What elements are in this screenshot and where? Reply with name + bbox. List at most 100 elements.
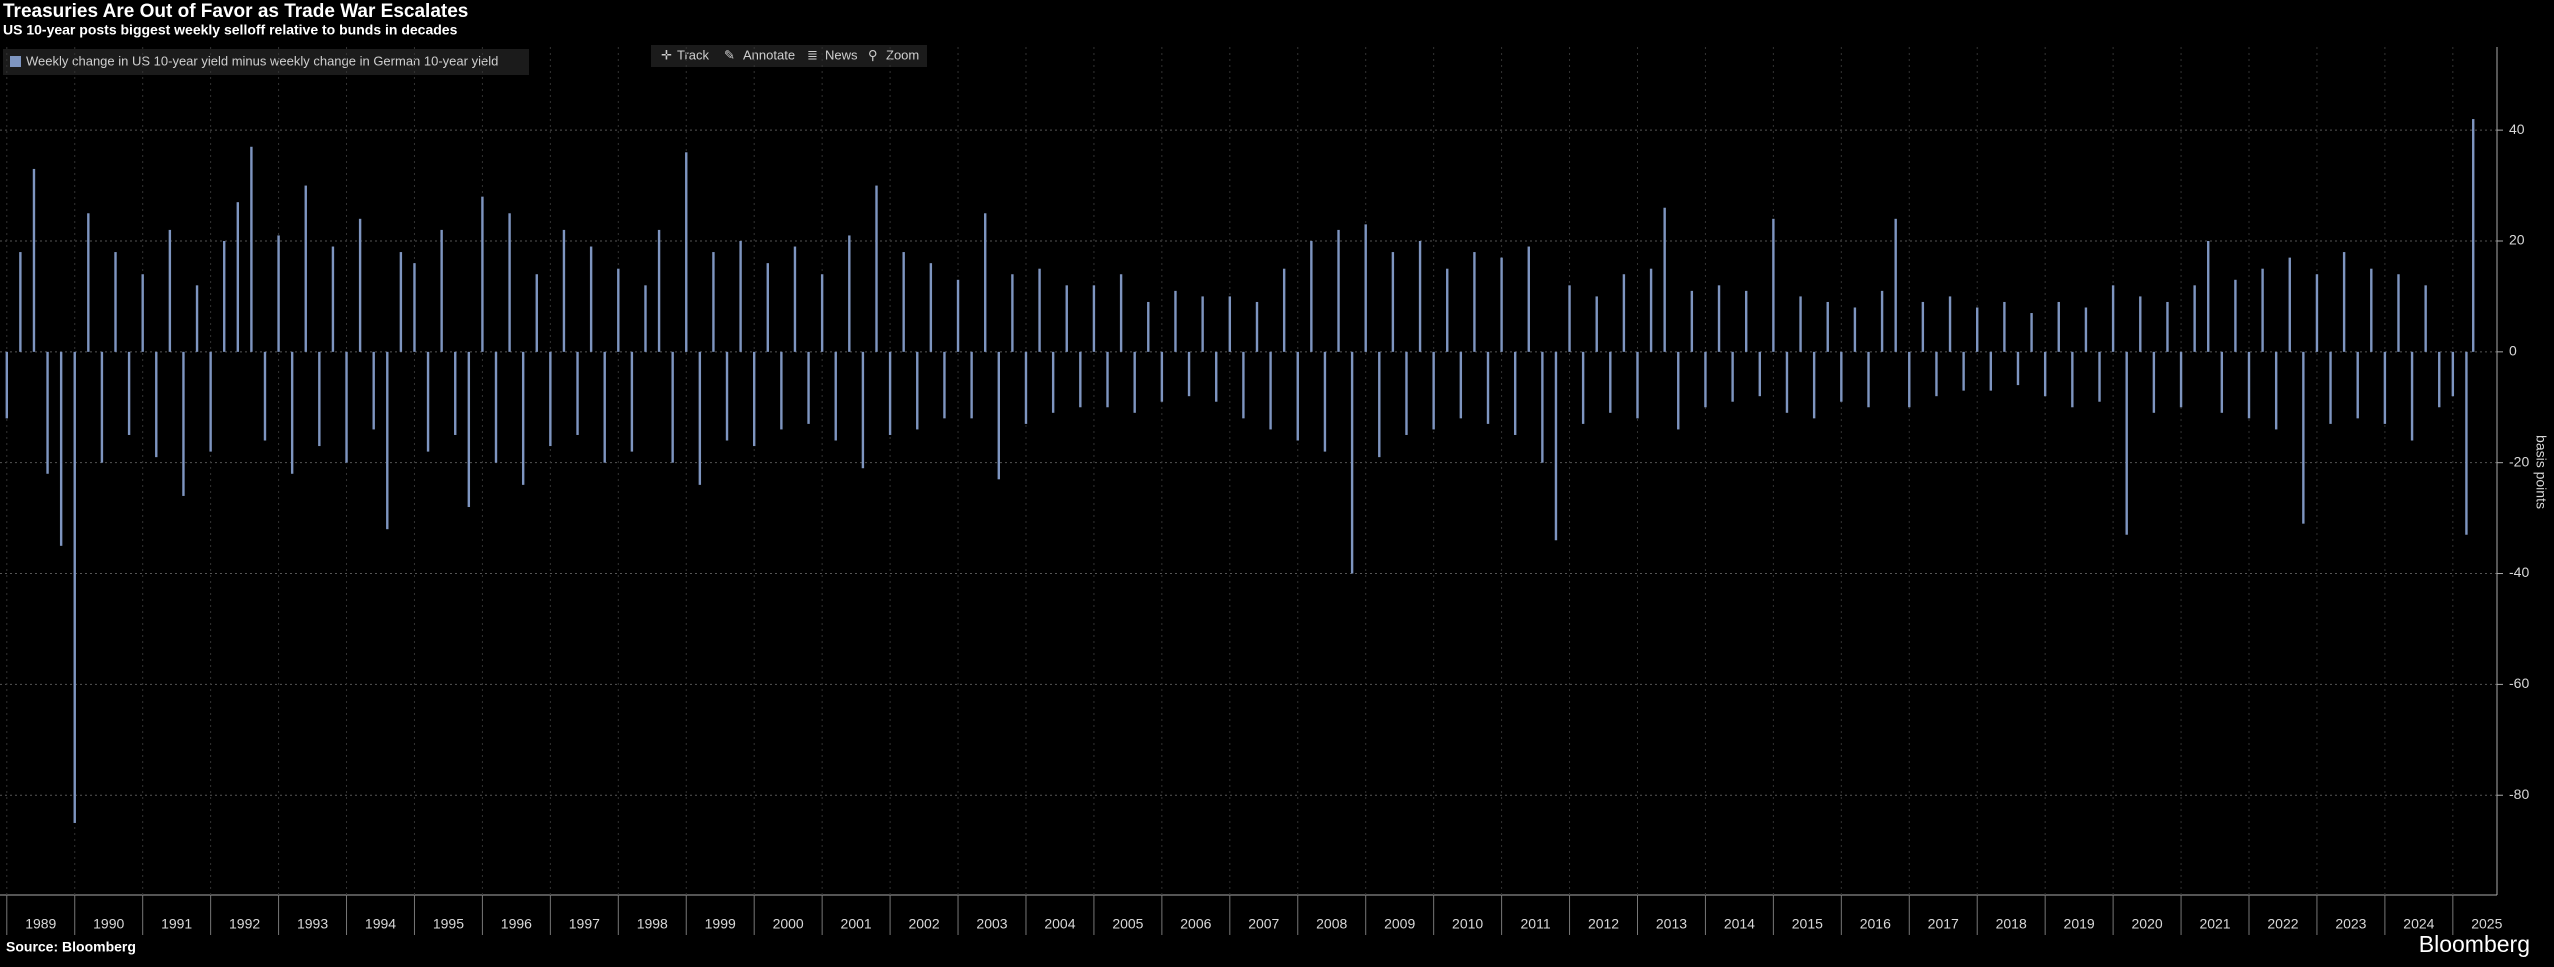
bar	[766, 263, 769, 352]
bar	[2166, 301, 2169, 352]
bar	[114, 252, 117, 352]
bar	[2111, 285, 2115, 352]
toolbar-button[interactable]: Track	[677, 47, 710, 62]
x-tick-label: 1990	[93, 916, 124, 932]
bar	[1160, 351, 1164, 402]
bar	[1541, 351, 1544, 463]
bar	[481, 196, 484, 352]
bar	[1663, 207, 1666, 352]
bar	[1636, 351, 1639, 419]
bar	[223, 240, 226, 352]
bar	[1595, 296, 1598, 352]
bar	[2397, 274, 2400, 352]
bar	[752, 351, 756, 447]
bar	[1215, 351, 1218, 402]
bar	[1677, 351, 1680, 430]
bar	[576, 351, 579, 435]
toolbar-button[interactable]: Zoom	[886, 47, 919, 62]
bar	[603, 351, 606, 463]
bar	[1554, 351, 1558, 541]
bar	[1500, 257, 1503, 352]
bar	[1894, 218, 1897, 352]
bar	[2356, 351, 2359, 419]
bar	[943, 351, 946, 419]
bar	[1989, 351, 1993, 391]
bar	[1092, 285, 1096, 352]
bar	[1011, 274, 1014, 352]
bar	[2016, 351, 2020, 386]
toolbar-button[interactable]: News	[825, 47, 858, 62]
bar	[2315, 274, 2319, 352]
bar	[739, 240, 742, 352]
y-axis-title: basis points	[2533, 435, 2549, 509]
bar	[1187, 351, 1191, 397]
x-tick-label: 2019	[2064, 916, 2095, 932]
bar	[1513, 351, 1517, 435]
bar	[1432, 351, 1435, 430]
x-tick-label: 2022	[2267, 916, 2298, 932]
bar	[1568, 285, 1571, 352]
bar	[2465, 351, 2468, 535]
toolbar-icon: ✎	[724, 47, 735, 62]
bar	[1853, 307, 1857, 352]
toolbar-button[interactable]: Annotate	[743, 47, 795, 62]
bar	[970, 351, 973, 419]
bar	[46, 351, 49, 474]
bar	[2329, 351, 2332, 424]
bar	[644, 285, 647, 352]
bar	[141, 274, 144, 352]
bar	[2179, 351, 2183, 408]
bar	[1364, 224, 1367, 352]
bar	[2274, 351, 2278, 430]
bar	[1921, 301, 1925, 352]
bar	[1581, 351, 1585, 424]
x-tick-label: 2023	[2335, 916, 2366, 932]
bar	[1350, 351, 1354, 574]
x-tick-label: 1992	[229, 916, 260, 932]
bar	[1527, 246, 1530, 352]
bar	[1296, 351, 1299, 441]
bar	[1867, 351, 1870, 408]
legend-label: Weekly change in US 10-year yield minus …	[26, 53, 498, 68]
bar	[535, 274, 538, 352]
toolbar-icon: ≣	[807, 47, 818, 62]
bar	[671, 351, 674, 463]
source: Source: Bloomberg	[6, 939, 136, 955]
bar	[168, 229, 172, 352]
bar	[875, 185, 878, 352]
bar	[59, 351, 63, 546]
bar	[2424, 285, 2427, 352]
x-tick-label: 2002	[908, 916, 939, 932]
bar	[589, 246, 593, 352]
x-tick-label: 2013	[1656, 916, 1687, 932]
bar	[1079, 351, 1082, 408]
bar	[657, 229, 661, 352]
bar	[1119, 274, 1123, 352]
bar	[1962, 351, 1965, 391]
x-tick-label: 2008	[1316, 916, 1347, 932]
bar	[236, 202, 240, 352]
bar	[1255, 301, 1259, 352]
bar	[1840, 351, 1843, 402]
bar	[2247, 351, 2251, 419]
x-tick-label: 2007	[1248, 916, 1279, 932]
legend-swatch	[10, 56, 21, 67]
bar	[1880, 290, 1884, 352]
bar	[956, 279, 960, 352]
bar	[2084, 307, 2088, 352]
y-tick-label: -60	[2509, 675, 2529, 691]
bar	[318, 351, 321, 447]
y-tick-label: 0	[2509, 343, 2517, 359]
x-tick-label: 2015	[1792, 916, 1823, 932]
bar	[2288, 257, 2291, 352]
x-tick-label: 2005	[1112, 916, 1143, 932]
bar	[2193, 285, 2196, 352]
bar	[2383, 351, 2387, 424]
x-tick-label: 1998	[637, 916, 668, 932]
bar	[1228, 296, 1232, 352]
y-tick-label: -40	[2509, 564, 2529, 580]
bar	[209, 351, 212, 452]
bar	[399, 252, 403, 352]
bar	[820, 274, 824, 352]
